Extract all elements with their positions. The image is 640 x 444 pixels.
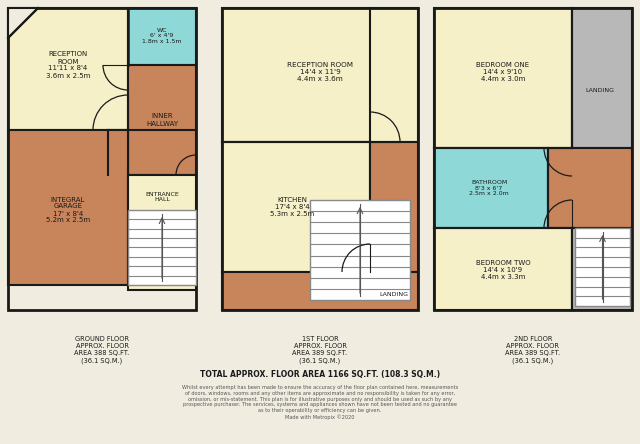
Polygon shape xyxy=(575,228,630,306)
Text: BATHROOM
8'3 x 6'7
2.5m x 2.0m: BATHROOM 8'3 x 6'7 2.5m x 2.0m xyxy=(469,180,509,196)
Polygon shape xyxy=(128,210,196,285)
Polygon shape xyxy=(370,142,418,272)
Polygon shape xyxy=(128,65,196,175)
Polygon shape xyxy=(8,130,128,285)
Polygon shape xyxy=(222,142,370,272)
Text: WC
6' x 4'9
1.8m x 1.5m: WC 6' x 4'9 1.8m x 1.5m xyxy=(142,28,182,44)
Text: BEDROOM ONE
14'4 x 9'10
4.4m x 3.0m: BEDROOM ONE 14'4 x 9'10 4.4m x 3.0m xyxy=(476,62,529,82)
Polygon shape xyxy=(434,148,548,228)
Polygon shape xyxy=(572,8,632,148)
Polygon shape xyxy=(434,228,572,310)
Polygon shape xyxy=(8,8,128,130)
Polygon shape xyxy=(548,148,632,228)
Polygon shape xyxy=(8,8,38,38)
Text: RECEPTION
ROOM
11'11 x 8'4
3.6m x 2.5m: RECEPTION ROOM 11'11 x 8'4 3.6m x 2.5m xyxy=(46,52,90,79)
Text: ENTRANCE
HALL: ENTRANCE HALL xyxy=(145,192,179,202)
Polygon shape xyxy=(434,8,572,148)
Text: LANDING: LANDING xyxy=(380,293,408,297)
Text: TOTAL APPROX. FLOOR AREA 1166 SQ.FT. (108.3 SQ.M.): TOTAL APPROX. FLOOR AREA 1166 SQ.FT. (10… xyxy=(200,370,440,379)
Text: GROUND FLOOR
APPROX. FLOOR
AREA 388 SQ.FT.
(36.1 SQ.M.): GROUND FLOOR APPROX. FLOOR AREA 388 SQ.F… xyxy=(74,336,130,364)
Text: INNER
HALLWAY: INNER HALLWAY xyxy=(146,114,178,127)
Text: BEDROOM TWO
14'4 x 10'9
4.4m x 3.3m: BEDROOM TWO 14'4 x 10'9 4.4m x 3.3m xyxy=(476,260,531,280)
Polygon shape xyxy=(108,130,128,175)
Text: Whilst every attempt has been made to ensure the accuracy of the floor plan cont: Whilst every attempt has been made to en… xyxy=(182,385,458,420)
Text: KITCHEN
17'4 x 8'4
5.3m x 2.5m: KITCHEN 17'4 x 8'4 5.3m x 2.5m xyxy=(270,197,314,217)
Polygon shape xyxy=(310,200,410,300)
Text: RECEPTION ROOM
14'4 x 11'9
4.4m x 3.6m: RECEPTION ROOM 14'4 x 11'9 4.4m x 3.6m xyxy=(287,62,353,82)
Polygon shape xyxy=(128,175,196,290)
Text: LANDING: LANDING xyxy=(586,87,614,92)
Polygon shape xyxy=(128,8,196,65)
Polygon shape xyxy=(222,272,418,310)
Text: 2ND FLOOR
APPROX. FLOOR
AREA 389 SQ.FT.
(36.1 SQ.M.): 2ND FLOOR APPROX. FLOOR AREA 389 SQ.FT. … xyxy=(506,336,561,364)
Polygon shape xyxy=(222,8,418,142)
Text: 1ST FLOOR
APPROX. FLOOR
AREA 389 SQ.FT.
(36.1 SQ.M.): 1ST FLOOR APPROX. FLOOR AREA 389 SQ.FT. … xyxy=(292,336,348,364)
Text: INTEGRAL
GARAGE
17' x 8'4
5.2m x 2.5m: INTEGRAL GARAGE 17' x 8'4 5.2m x 2.5m xyxy=(46,197,90,223)
Polygon shape xyxy=(572,228,632,310)
